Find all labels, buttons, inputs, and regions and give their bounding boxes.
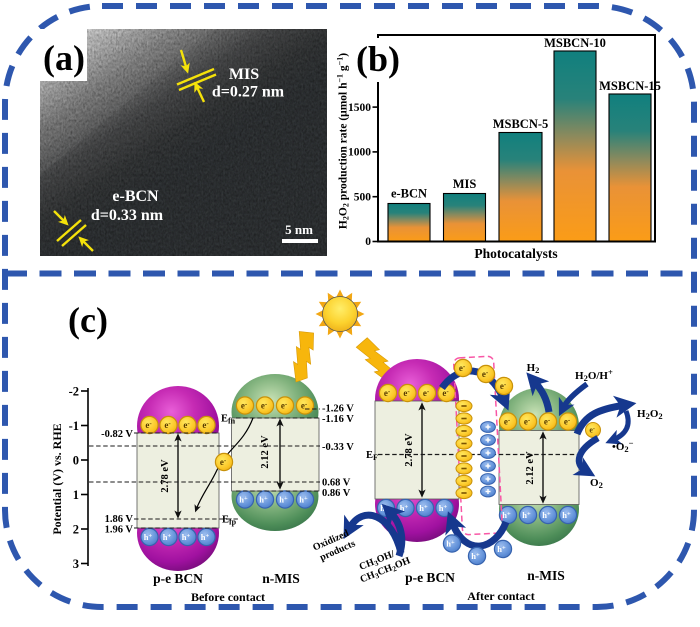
svg-text:2.78 eV: 2.78 eV: [404, 433, 415, 467]
svg-text:Before contact: Before contact: [191, 590, 265, 604]
svg-text:2.12 eV: 2.12 eV: [260, 435, 271, 469]
svg-text:(b): (b): [356, 39, 400, 79]
svg-text:H2O2: H2O2: [637, 408, 663, 421]
svg-text:-1.16 V: -1.16 V: [322, 414, 354, 425]
svg-text:-0.33 V: -0.33 V: [322, 442, 354, 453]
svg-text:-0.82 V: -0.82 V: [101, 429, 133, 440]
svg-text:n-MIS: n-MIS: [262, 571, 300, 586]
svg-text:H2O2 production rate (μmol h−1: H2O2 production rate (μmol h−1 g−1): [336, 53, 351, 229]
svg-text:-2: -2: [69, 385, 79, 399]
svg-text:H2O/H+: H2O/H+: [575, 367, 613, 383]
svg-text:Photocatalysts: Photocatalysts: [474, 246, 557, 261]
svg-text:n-MIS: n-MIS: [527, 568, 565, 583]
svg-text:-1.26 V: -1.26 V: [322, 404, 354, 415]
svg-text:3: 3: [73, 557, 79, 571]
svg-text:0.68 V: 0.68 V: [322, 478, 351, 489]
svg-text:MSBCN-10: MSBCN-10: [544, 36, 606, 50]
svg-text:2: 2: [73, 523, 79, 537]
svg-text:1500: 1500: [348, 102, 371, 114]
svg-text:1: 1: [73, 488, 79, 502]
svg-text:Potential (V) vs. RHE: Potential (V) vs. RHE: [50, 423, 64, 534]
svg-text:0.86 V: 0.86 V: [322, 488, 351, 499]
svg-text:5 nm: 5 nm: [285, 222, 313, 237]
svg-text:-1: -1: [69, 419, 79, 433]
svg-text:MSBCN-5: MSBCN-5: [493, 117, 549, 131]
svg-text:e-BCN: e-BCN: [112, 188, 159, 205]
svg-text:1000: 1000: [348, 147, 371, 159]
svg-text:MIS: MIS: [453, 177, 477, 191]
svg-text:d=0.33 nm: d=0.33 nm: [91, 207, 164, 224]
svg-text:Efn: Efn: [221, 414, 236, 426]
svg-text:MIS: MIS: [229, 66, 259, 83]
svg-text:p-e BCN: p-e BCN: [405, 570, 455, 585]
svg-text:0: 0: [365, 236, 371, 248]
svg-text:H2: H2: [527, 362, 540, 375]
svg-text:MSBCN-15: MSBCN-15: [599, 79, 661, 93]
svg-text:e-BCN: e-BCN: [391, 187, 427, 201]
svg-text:(c): (c): [68, 300, 108, 340]
svg-text:Efp: Efp: [222, 515, 237, 527]
svg-text:1.96 V: 1.96 V: [105, 525, 134, 536]
svg-text:p-e BCN: p-e BCN: [153, 571, 203, 586]
svg-text:•O2−: •O2−: [612, 438, 634, 454]
svg-text:2.12 eV: 2.12 eV: [525, 451, 536, 485]
svg-text:O2: O2: [590, 477, 603, 490]
svg-text:d=0.27 nm: d=0.27 nm: [212, 84, 285, 101]
svg-text:0: 0: [73, 454, 79, 468]
svg-text:EF: EF: [366, 450, 378, 462]
svg-text:(a): (a): [43, 38, 85, 78]
svg-text:2.78 eV: 2.78 eV: [160, 459, 171, 493]
svg-text:After contact: After contact: [467, 589, 534, 603]
svg-text:1.86 V: 1.86 V: [105, 514, 134, 525]
svg-text:500: 500: [354, 192, 372, 204]
